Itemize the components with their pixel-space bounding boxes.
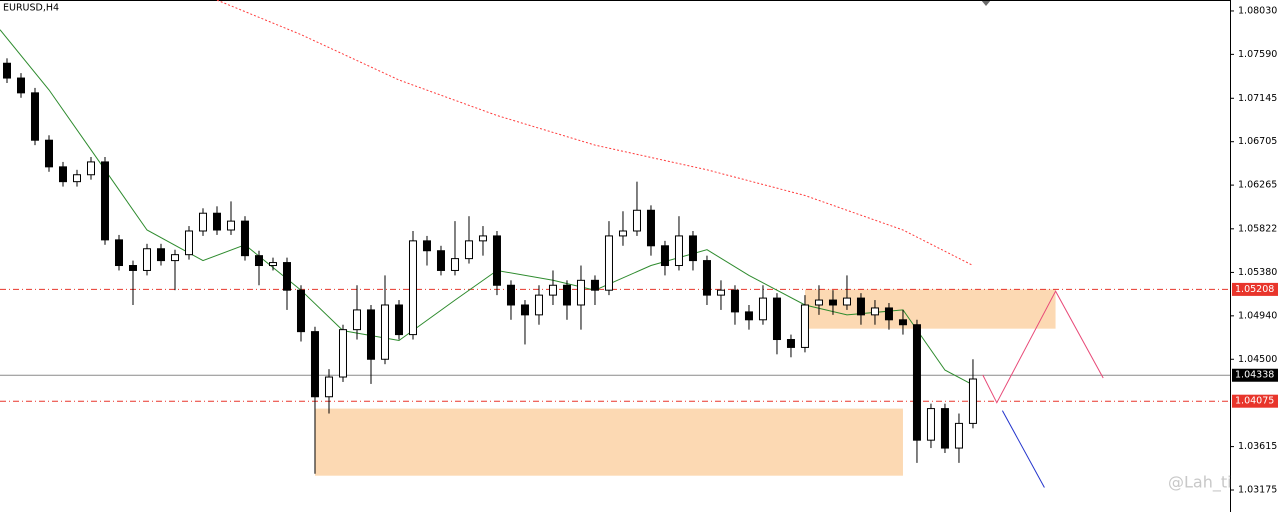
price-level-label: 1.04075: [1235, 396, 1274, 407]
candle-body: [856, 297, 865, 316]
candle-body: [632, 209, 641, 232]
price-level-label: 1.04338: [1235, 370, 1274, 381]
candle-body: [30, 92, 39, 141]
y-tick-label: 1.06705: [1238, 136, 1277, 147]
candle-body: [758, 297, 767, 321]
candle-body: [226, 220, 235, 231]
candle-body: [492, 235, 501, 286]
candle-body: [212, 212, 221, 231]
candle-body: [842, 297, 851, 306]
candle-body: [352, 309, 361, 331]
y-tick-label: 1.04940: [1238, 310, 1277, 321]
candle-body: [184, 230, 193, 256]
y-tick-label: 1.08030: [1238, 5, 1277, 16]
y-tick-label: 1.05822: [1238, 223, 1277, 234]
y-tick-label: 1.05380: [1238, 267, 1277, 278]
price-level-tag: [1232, 394, 1278, 408]
candle-body: [898, 319, 907, 326]
candle-body: [688, 235, 697, 262]
y-tick-label: 1.07590: [1238, 49, 1277, 60]
candle-body: [744, 311, 753, 321]
price-level-tag: [1232, 368, 1278, 382]
candle-body: [394, 304, 403, 336]
candle-body: [954, 422, 963, 449]
candle-body: [506, 284, 515, 306]
candle-body: [548, 284, 557, 296]
candle-body: [422, 240, 431, 252]
candle-body: [772, 297, 781, 341]
candle-body: [478, 235, 487, 242]
moving-average: [216, 0, 974, 266]
candle-body: [366, 309, 375, 360]
candle-body: [646, 209, 655, 247]
y-tick-label: 1.03175: [1238, 484, 1277, 495]
candle-body: [296, 289, 305, 333]
candle-body: [310, 331, 319, 398]
candle-body: [58, 166, 67, 183]
candle-body: [16, 77, 25, 94]
candle-body: [324, 376, 333, 398]
y-tick-label: 1.03615: [1238, 441, 1277, 452]
candle-body: [660, 245, 669, 267]
candle-body: [884, 307, 893, 321]
candle-body: [590, 279, 599, 291]
scroll-marker: [981, 0, 991, 6]
plot-area: [0, 0, 1230, 488]
watermark: @Lah_ti: [1168, 473, 1232, 493]
candle-body: [380, 304, 389, 360]
candle-body: [436, 250, 445, 271]
candle-body: [100, 161, 109, 241]
y-tick-label: 1.06265: [1238, 180, 1277, 191]
candle-body: [576, 279, 585, 306]
zone: [804, 289, 1056, 329]
candle-body: [408, 240, 417, 336]
candle-body: [254, 255, 263, 267]
candle-body: [618, 230, 627, 237]
candle-body: [450, 258, 459, 271]
zone: [314, 408, 903, 476]
y-tick-label: 1.07145: [1238, 93, 1277, 104]
candle-body: [240, 220, 249, 257]
chart-title: EURUSD,H4: [3, 3, 59, 14]
candle-body: [520, 304, 529, 316]
candle-body: [800, 304, 809, 348]
candle-body: [72, 174, 81, 183]
y-tick-label: 1.04500: [1238, 354, 1277, 365]
candle-body: [814, 299, 823, 306]
candle-body: [730, 289, 739, 313]
candle-body: [268, 262, 277, 267]
candle-body: [338, 329, 347, 378]
candle-body: [128, 265, 137, 271]
candle-body: [926, 408, 935, 441]
candle-body: [170, 254, 179, 262]
candle-body: [940, 408, 949, 449]
candle-body: [562, 284, 571, 306]
candle-body: [86, 161, 95, 176]
candle-body: [2, 62, 11, 79]
candle-body: [282, 262, 291, 291]
candle-body: [156, 248, 165, 262]
candle-body: [534, 294, 543, 316]
candle-body: [716, 289, 725, 296]
candle-body: [786, 339, 795, 348]
candle-body: [674, 235, 683, 267]
candle-body: [114, 239, 123, 267]
candle-body: [142, 248, 151, 271]
candle-body: [44, 139, 53, 168]
candle-body: [968, 378, 977, 424]
candle-body: [828, 299, 837, 306]
price-level-label: 1.05208: [1235, 284, 1274, 295]
candle-body: [198, 212, 207, 232]
candle-body: [702, 260, 711, 296]
candle-body: [912, 324, 921, 441]
trend-drawing: [982, 290, 1104, 404]
candle-body: [604, 235, 613, 291]
candle-body: [464, 240, 473, 260]
candle-body: [870, 307, 879, 316]
price-level-tag: [1232, 282, 1278, 296]
trend-drawing: [1001, 410, 1045, 488]
